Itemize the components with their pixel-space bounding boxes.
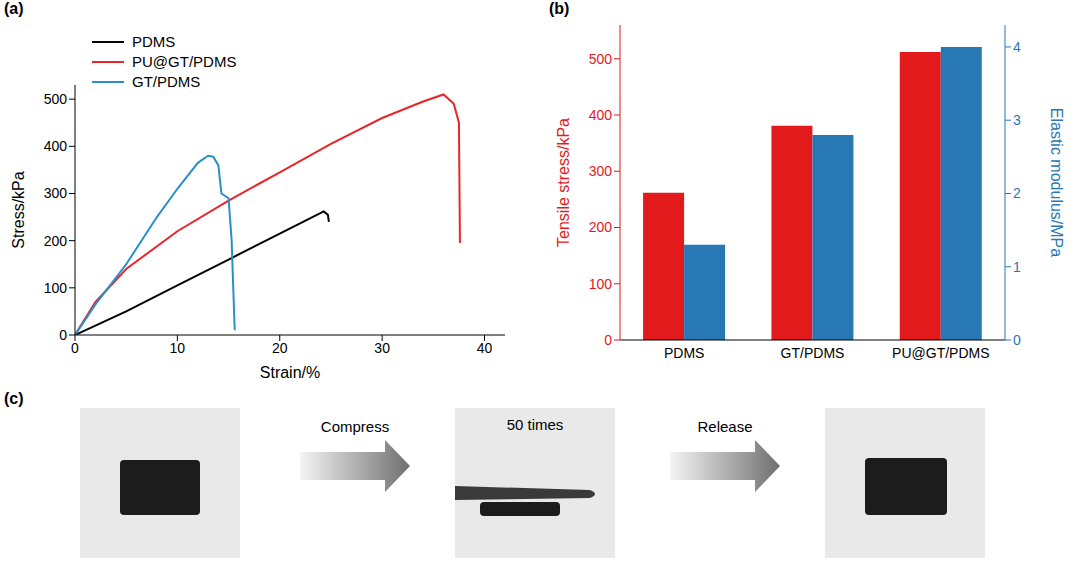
svg-text:500: 500	[44, 91, 68, 107]
html-text:(c): (c)	[4, 390, 24, 407]
svg-text:30: 30	[374, 340, 390, 356]
svg-text:200: 200	[589, 219, 613, 235]
svg-text:Release: Release	[697, 418, 752, 435]
svg-text:400: 400	[44, 138, 68, 154]
html-text:PDMS: PDMS	[132, 33, 176, 50]
svg-text:20: 20	[272, 340, 288, 356]
html-text:PU@GT/PDMS: PU@GT/PDMS	[132, 53, 237, 70]
svg-text:1: 1	[1013, 259, 1021, 275]
svg-text:0: 0	[71, 340, 79, 356]
svg-text:500: 500	[589, 51, 613, 67]
svg-text:10: 10	[170, 340, 186, 356]
svg-text:Strain/%: Strain/%	[260, 364, 320, 381]
html-text:GT/PDMS: GT/PDMS	[132, 73, 201, 90]
svg-text:2: 2	[1013, 185, 1021, 201]
svg-text:Tensile stress/kPa: Tensile stress/kPa	[555, 118, 572, 247]
svg-text:GT/PDMS: GT/PDMS	[781, 345, 845, 361]
svg-text:50 times: 50 times	[507, 416, 564, 433]
svg-text:PDMS: PDMS	[664, 345, 704, 361]
svg-text:Stress/kPa: Stress/kPa	[10, 171, 27, 248]
svg-text:Elastic modulus/MPa: Elastic modulus/MPa	[1048, 108, 1065, 257]
html-text:(b): (b)	[549, 0, 570, 17]
svg-text:200: 200	[44, 233, 68, 249]
svg-text:0: 0	[1013, 332, 1021, 348]
svg-text:40: 40	[477, 340, 493, 356]
svg-text:3: 3	[1013, 112, 1021, 128]
svg-text:400: 400	[589, 107, 613, 123]
svg-text:300: 300	[589, 163, 613, 179]
svg-text:Compress: Compress	[321, 418, 389, 435]
svg-text:4: 4	[1013, 39, 1021, 55]
svg-text:100: 100	[44, 280, 68, 296]
html-text:(a): (a)	[4, 0, 24, 17]
svg-text:100: 100	[589, 276, 613, 292]
svg-text:PU@GT/PDMS: PU@GT/PDMS	[892, 345, 989, 361]
svg-text:300: 300	[44, 185, 68, 201]
svg-text:0: 0	[604, 332, 612, 348]
svg-text:0: 0	[59, 327, 67, 343]
